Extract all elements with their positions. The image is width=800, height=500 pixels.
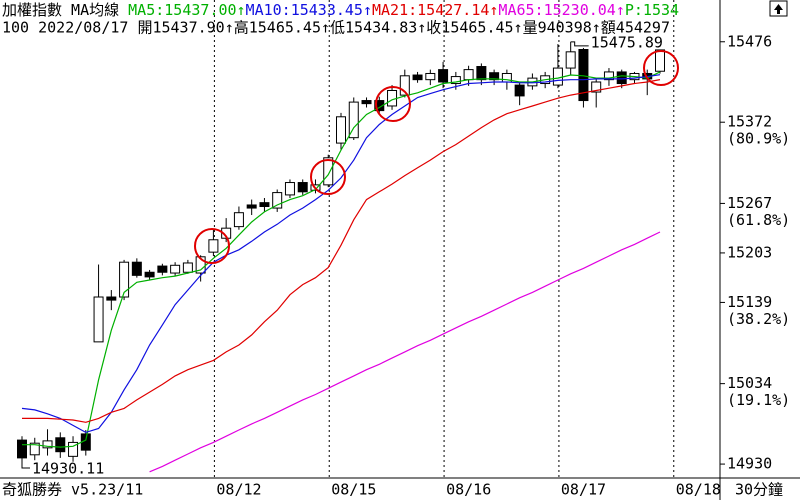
x-tick-label: 08/12 <box>216 481 261 499</box>
candle-body <box>119 261 130 298</box>
candle-body <box>246 204 257 209</box>
ma-line <box>22 71 661 448</box>
header: 加權指數 MA均線 MA5:15437.00↑MA10:15433.45↑MA2… <box>2 1 679 37</box>
high-pointer <box>570 41 589 47</box>
plot-area: 15475.89 14930.11 <box>17 0 675 478</box>
candle-body <box>144 271 155 278</box>
ma-reading: MA5:15437.00↑ <box>128 1 245 19</box>
candle-body <box>438 69 449 83</box>
x-tick-label: 08/15 <box>331 481 376 499</box>
highlight-circle <box>375 86 411 122</box>
header-line: 加權指數 MA均線 MA5:15437.00↑MA10:15433.45↑MA2… <box>2 1 679 19</box>
candle-body <box>195 256 206 274</box>
candle-body <box>42 440 53 449</box>
low-pointer <box>21 463 30 469</box>
header-indicator: MA均線 <box>71 1 119 19</box>
candle-body <box>297 182 308 193</box>
highlight-circle <box>310 159 346 195</box>
candle-body <box>565 51 576 69</box>
ma-line <box>149 231 661 473</box>
candle-body <box>591 81 602 93</box>
candle-body <box>361 100 372 105</box>
candle-body <box>272 192 283 209</box>
candle-body <box>55 437 66 453</box>
ma-reading: MA65:15230.04↑ <box>498 1 624 19</box>
app-label: 奇狐勝券 v5.23/11 <box>2 481 143 499</box>
ma-line <box>22 79 661 423</box>
high-label: 15475.89 <box>591 33 663 51</box>
highlight-circles <box>194 50 679 264</box>
candle-body <box>514 84 525 97</box>
y-tick-label: 15139 <box>727 293 772 311</box>
highlight-circle <box>194 228 230 264</box>
y-tick-label: 14930 <box>727 455 772 473</box>
candle-body <box>374 100 385 112</box>
x-tick-label: 08/17 <box>561 481 606 499</box>
candle-body <box>603 71 614 81</box>
candle-body <box>463 69 474 81</box>
candle-body <box>284 182 295 196</box>
candle-body <box>336 116 346 144</box>
y-tick-label: 15034 <box>727 374 772 392</box>
highlight-circle <box>643 50 679 86</box>
p-reading: P:1534 <box>625 1 679 19</box>
candle-body <box>655 49 665 72</box>
low-label: 14930.11 <box>32 459 104 477</box>
y-tick-label: 15476 <box>727 32 772 50</box>
candle-body <box>17 439 27 459</box>
x-tick-label: 08/18 <box>676 481 721 499</box>
candle-body <box>412 74 423 81</box>
x-tick-label: 08/16 <box>446 481 491 499</box>
y-tick-note: (61.8%) <box>727 211 790 229</box>
candle-body <box>616 71 627 85</box>
candle-body <box>489 72 500 81</box>
y-tick-note: (38.2%) <box>727 310 790 328</box>
candle-body <box>208 239 219 253</box>
candle-body <box>106 296 117 301</box>
y-tick-label: 15372 <box>727 113 772 131</box>
candle-body <box>425 72 436 81</box>
candle-body <box>323 157 334 186</box>
candle-body <box>131 261 142 276</box>
ma-reading: MA10:15433.45↑ <box>246 1 372 19</box>
candle-body <box>68 441 79 457</box>
y-tick-label: 15203 <box>727 243 772 261</box>
menu-icon[interactable] <box>769 0 788 17</box>
candle-body <box>93 296 104 343</box>
y-tick-label: 15267 <box>727 194 772 212</box>
y-tick-note: (80.9%) <box>727 130 790 148</box>
candle-body <box>157 265 168 273</box>
candle-body <box>399 75 410 96</box>
period-label: 30分鐘 <box>735 481 783 499</box>
y-axis: 1547615372(80.9%)15267(61.8%)1520315139(… <box>720 32 790 473</box>
candle-body <box>476 66 487 81</box>
candle-body <box>29 442 40 456</box>
menu-arrow <box>774 4 783 14</box>
candle-body <box>552 67 563 86</box>
candle-body <box>348 101 359 139</box>
candle-body <box>233 212 244 228</box>
quote-line: 100 2022/08/17 開15437.90↑高15465.45↑低1543… <box>2 19 670 37</box>
ma-line <box>21 74 661 434</box>
candle-body <box>182 262 193 273</box>
header-title: 加權指數 <box>2 1 62 19</box>
candle-body <box>170 264 181 274</box>
ma-reading: MA21:15427.14↑ <box>372 1 498 19</box>
y-tick-note: (19.1%) <box>727 391 790 409</box>
candle-body <box>259 202 270 208</box>
candle-body <box>450 76 461 85</box>
